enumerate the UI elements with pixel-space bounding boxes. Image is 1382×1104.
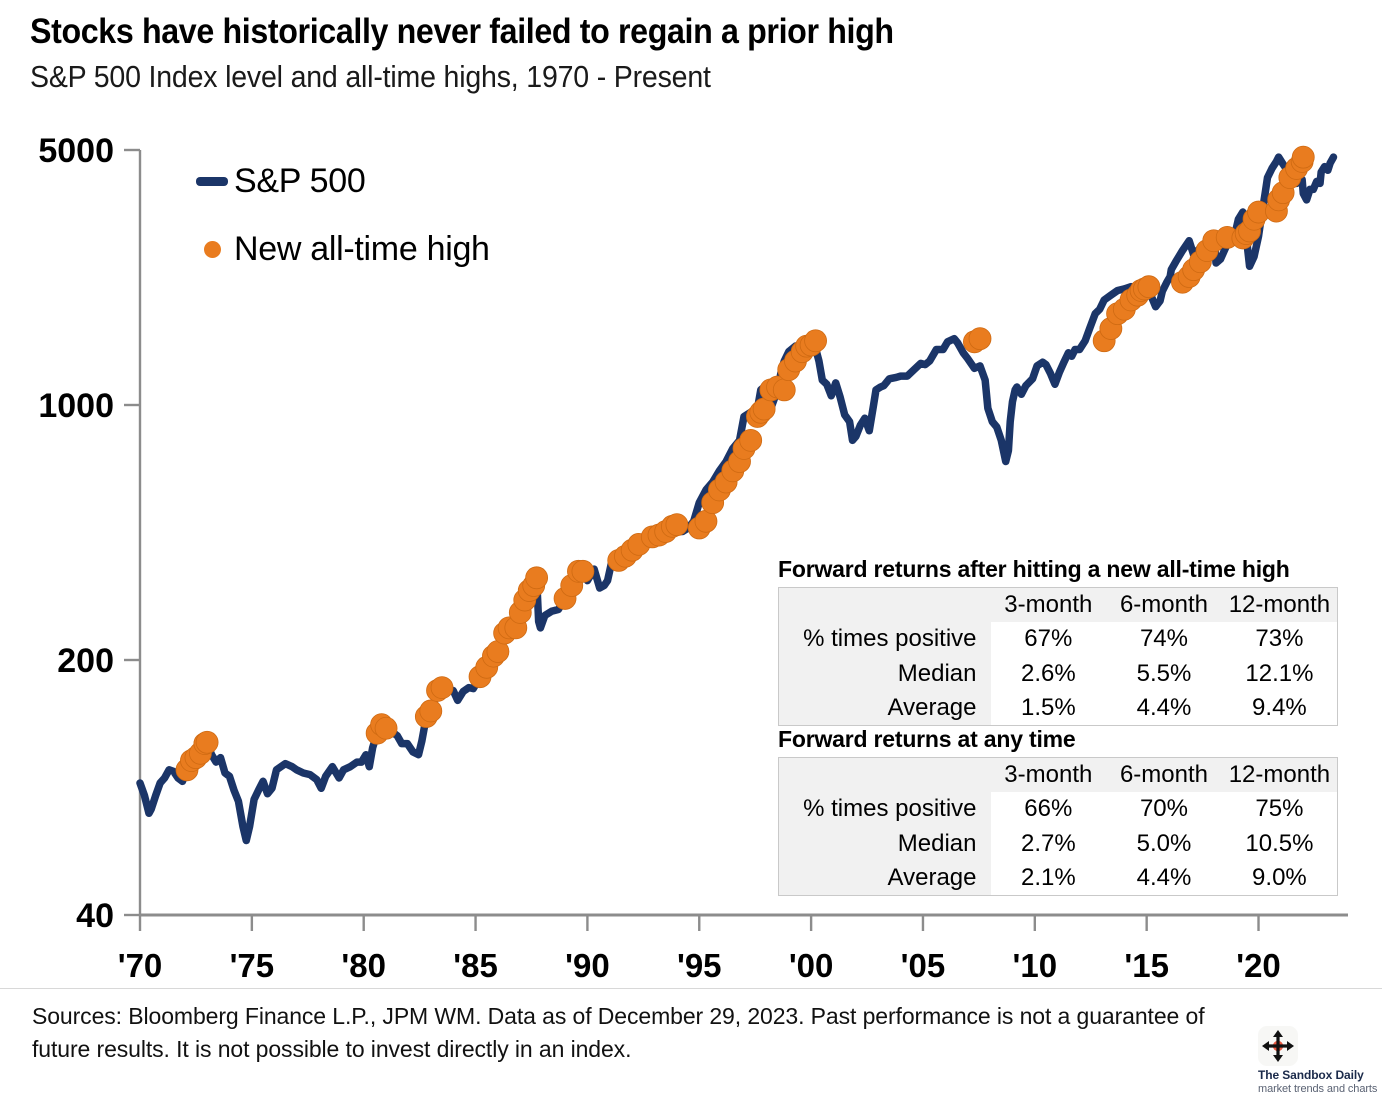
legend-label-new-high: New all-time high: [234, 229, 490, 268]
all-time-high-marker: [1291, 145, 1315, 169]
x-axis-tick-label: '00: [789, 947, 834, 984]
table-2-cell-average-3m: 2.1%: [990, 860, 1107, 896]
sp500-line-chart: 40 200 1000 5000 '70 '75 '80 '85 '90 '95 '00 '05 '10…: [38, 132, 1348, 984]
chart-area: 40 200 1000 5000 '70 '75 '80 '85 '90 '95 '00 '05 '10…: [0, 130, 1382, 990]
x-axis-tick-label: '05: [901, 947, 946, 984]
all-time-high-marker: [571, 559, 595, 583]
y-axis-tick-label: 40: [76, 897, 114, 935]
table-1-cell-average-3m: 1.5%: [990, 690, 1107, 726]
sources-note: Sources: Bloomberg Finance L.P., JPM WM.…: [32, 1003, 1205, 1062]
table-2-cell-median-3m: 2.7%: [990, 826, 1107, 861]
chart-header: Stocks have historically never failed to…: [30, 12, 1350, 95]
table-1-cell-pct-3m: 67%: [990, 622, 1107, 657]
all-time-high-marker: [419, 699, 443, 723]
table-2-col-12month: 12-month: [1221, 757, 1338, 793]
page-title: Stocks have historically never failed to…: [30, 12, 894, 51]
forward-returns-after-high-block: Forward returns after hitting a new all-…: [778, 556, 1338, 727]
move-arrows-icon: [1258, 1026, 1298, 1066]
x-axis-tick-label: '75: [230, 947, 275, 984]
page-subtitle: S&P 500 Index level and all-time highs, …: [30, 59, 711, 95]
x-axis-tick-label: '70: [118, 947, 163, 984]
table-row: Average 2.1% 4.4% 9.0%: [778, 860, 1338, 896]
x-axis-tick-label: '90: [565, 947, 610, 984]
all-time-high-marker: [968, 327, 992, 351]
table-1-row-label-average: Average: [778, 690, 991, 726]
table-1-col-6month: 6-month: [1106, 587, 1222, 623]
table-2-cell-median-6m: 5.0%: [1106, 826, 1222, 861]
table-row: Average 1.5% 4.4% 9.4%: [778, 690, 1338, 726]
table-row: % times positive 66% 70% 75%: [778, 792, 1338, 827]
table-1-title: Forward returns after hitting a new all-…: [778, 556, 1290, 582]
table-2-cell-pct-6m: 70%: [1106, 792, 1222, 827]
table-2-cell-pct-12m: 75%: [1221, 792, 1338, 827]
forward-returns-after-high-table: 3-month 6-month 12-month % times positiv…: [778, 587, 1338, 727]
table-row: Median 2.7% 5.0% 10.5%: [778, 826, 1338, 861]
all-time-high-marker: [665, 513, 689, 537]
forward-returns-any-time-block: Forward returns at any time 3-month 6-mo…: [778, 726, 1338, 897]
table-2-row-label-average: Average: [778, 860, 991, 896]
table-header-row: 3-month 6-month 12-month: [778, 587, 1338, 623]
x-axis-tick-label: '85: [453, 947, 498, 984]
table-1-cell-median-6m: 5.5%: [1106, 656, 1222, 691]
chart-axes: 40 200 1000 5000 '70 '75 '80 '85 '90 '95 '00 '05 '10…: [38, 132, 1348, 984]
x-axis-tick-label: '20: [1236, 947, 1281, 984]
y-axis-tick-label: 200: [57, 642, 114, 680]
chart-legend: S&P 500 New all-time high: [196, 158, 490, 272]
table-1-cell-average-6m: 4.4%: [1106, 690, 1222, 726]
x-axis-tick-label: '10: [1013, 947, 1058, 984]
y-axis-tick-label: 1000: [38, 387, 114, 425]
all-time-high-marker: [195, 730, 219, 754]
table-2-row-label-median: Median: [778, 826, 991, 861]
x-axis-tick-label: '80: [341, 947, 386, 984]
all-time-high-marker: [525, 566, 549, 590]
table-2-title: Forward returns at any time: [778, 726, 1076, 752]
table-1-cell-median-12m: 12.1%: [1221, 656, 1338, 691]
all-time-high-marker: [1137, 275, 1161, 299]
table-1-cell-pct-12m: 73%: [1221, 622, 1338, 657]
all-time-high-marker: [772, 378, 796, 402]
table-2-cell-average-12m: 9.0%: [1221, 860, 1338, 896]
table-2-cell-pct-3m: 66%: [990, 792, 1107, 827]
legend-dot-wrap: [196, 240, 228, 258]
legend-dot-swatch: [203, 240, 221, 258]
table-2-corner-cell: [778, 757, 991, 793]
footer-divider: [0, 988, 1382, 989]
all-time-high-marker: [752, 397, 776, 421]
table-2-cell-average-6m: 4.4%: [1106, 860, 1222, 896]
brand-logo: The Sandbox Daily market trends and char…: [1258, 1026, 1378, 1095]
new-all-time-high-markers: [175, 145, 1315, 782]
table-2-col-3month: 3-month: [990, 757, 1107, 793]
table-2-row-label-pct-positive: % times positive: [778, 792, 991, 827]
table-row: % times positive 67% 74% 73%: [778, 622, 1338, 657]
x-axis-tick-label: '95: [677, 947, 722, 984]
table-1-row-label-pct-positive: % times positive: [778, 622, 991, 657]
y-axis-tick-label: 5000: [38, 132, 114, 170]
all-time-high-marker: [804, 329, 827, 353]
all-time-high-marker: [374, 716, 398, 740]
table-1-row-label-median: Median: [778, 656, 991, 691]
legend-item-new-high: New all-time high: [196, 226, 490, 272]
table-1-cell-median-3m: 2.6%: [990, 656, 1107, 691]
table-2-col-6month: 6-month: [1106, 757, 1222, 793]
all-time-high-marker: [739, 428, 763, 452]
logo-tagline: market trends and charts: [1258, 1083, 1378, 1095]
table-1-col-12month: 12-month: [1221, 587, 1338, 623]
table-header-row: 3-month 6-month 12-month: [778, 757, 1338, 793]
legend-label-sp500: S&P 500: [234, 161, 366, 200]
legend-item-sp500: S&P 500: [196, 158, 490, 204]
table-row: Median 2.6% 5.5% 12.1%: [778, 656, 1338, 691]
all-time-high-marker: [430, 676, 454, 700]
x-axis-tick-label: '15: [1124, 947, 1169, 984]
logo-brand-name: The Sandbox Daily: [1258, 1068, 1364, 1082]
table-1-cell-pct-6m: 74%: [1106, 622, 1222, 657]
table-1-col-3month: 3-month: [990, 587, 1107, 623]
forward-returns-any-time-table: 3-month 6-month 12-month % times positiv…: [778, 757, 1338, 897]
table-2-cell-median-12m: 10.5%: [1221, 826, 1338, 861]
table-1-corner-cell: [778, 587, 991, 623]
table-1-cell-average-12m: 9.4%: [1221, 690, 1338, 726]
legend-line-swatch: [196, 176, 228, 186]
